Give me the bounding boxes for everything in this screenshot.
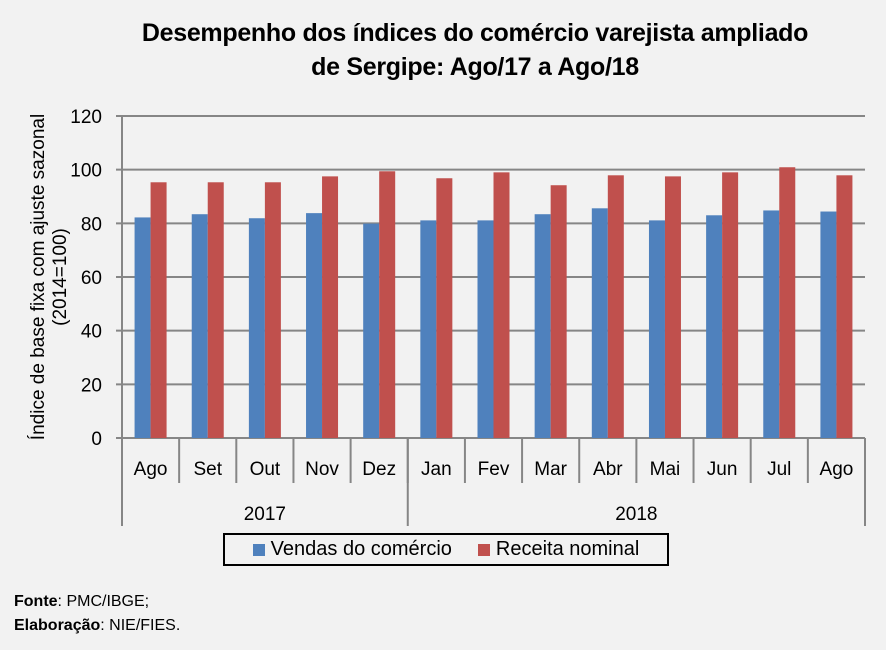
bar-0-3 <box>306 213 323 438</box>
bar-1-6 <box>493 172 510 438</box>
footer-prepared-label: Elaboração <box>14 617 101 634</box>
bar-0-10 <box>706 215 723 438</box>
bar-0-0 <box>134 217 151 438</box>
footer-prepared-value: : NIE/FIES. <box>100 617 181 634</box>
bar-1-1 <box>207 182 224 438</box>
y-tick-label-60: 60 <box>81 268 102 289</box>
bar-0-9 <box>648 220 665 438</box>
x-tick-label-3: Nov <box>305 459 339 480</box>
bar-1-12 <box>836 175 853 438</box>
x-tick-label-6: Fev <box>478 459 510 480</box>
bar-0-4 <box>363 223 380 438</box>
bar-1-7 <box>550 185 567 438</box>
x-tick-label-9: Mai <box>650 459 681 480</box>
bar-1-9 <box>664 176 681 438</box>
y-tick-label-100: 100 <box>70 161 102 182</box>
footer-prepared: Elaboração: NIE/FIES. <box>14 614 180 638</box>
y-tick-label-0: 0 <box>91 429 102 450</box>
x-tick-label-2: Out <box>250 459 281 480</box>
x-tick-label-0: Ago <box>134 459 168 480</box>
bar-0-11 <box>763 210 780 438</box>
x-tick-label-10: Jun <box>707 459 738 480</box>
bar-0-5 <box>420 220 437 438</box>
legend-item-receita: Receita nominal <box>477 538 640 561</box>
x-tick-label-8: Abr <box>593 459 623 480</box>
bar-0-6 <box>477 220 494 438</box>
x-tick-label-12: Ago <box>820 459 854 480</box>
footer-source-value: : PMC/IBGE; <box>57 593 150 610</box>
bar-1-11 <box>779 167 796 439</box>
bar-1-2 <box>264 182 281 438</box>
bar-0-7 <box>534 214 551 438</box>
y-tick-label-40: 40 <box>81 322 102 343</box>
footer-source-label: Fonte <box>14 593 58 610</box>
legend-item-vendas: Vendas do comércio <box>252 538 452 561</box>
y-tick-label-120: 120 <box>70 107 102 128</box>
footer-source: Fonte: PMC/IBGE; <box>14 590 180 614</box>
x-tick-label-4: Dez <box>362 459 396 480</box>
bar-1-10 <box>722 172 739 438</box>
legend-swatch-vendas <box>252 543 265 556</box>
legend: Vendas do comércio Receita nominal <box>223 533 669 566</box>
group-label-2018: 2018 <box>615 504 657 525</box>
bar-0-2 <box>248 218 265 438</box>
bar-0-12 <box>820 211 837 438</box>
y-tick-label-20: 20 <box>81 375 102 396</box>
x-tick-label-1: Set <box>193 459 222 480</box>
x-tick-label-11: Jul <box>767 459 791 480</box>
bar-1-4 <box>379 171 396 438</box>
group-label-2017: 2017 <box>244 504 286 525</box>
bar-1-8 <box>607 175 624 438</box>
bar-0-1 <box>191 214 208 438</box>
legend-label-receita: Receita nominal <box>495 538 640 560</box>
x-tick-label-7: Mar <box>534 459 567 480</box>
bar-1-0 <box>150 182 167 438</box>
legend-label-vendas: Vendas do comércio <box>270 538 452 560</box>
bar-1-5 <box>436 178 453 438</box>
chart-title-line-2: de Sergipe: Ago/17 a Ago/18 <box>311 53 639 81</box>
bar-0-8 <box>591 208 608 438</box>
chart-title-line-1: Desempenho dos índices do comércio varej… <box>141 19 809 47</box>
legend-swatch-receita <box>477 543 490 556</box>
chart-title: Desempenho dos índices do comércio varej… <box>0 16 886 84</box>
x-tick-label-5: Jan <box>421 459 452 480</box>
bar-1-3 <box>322 176 339 438</box>
footer: Fonte: PMC/IBGE; Elaboração: NIE/FIES. <box>14 590 180 638</box>
y-tick-label-80: 80 <box>81 214 102 235</box>
